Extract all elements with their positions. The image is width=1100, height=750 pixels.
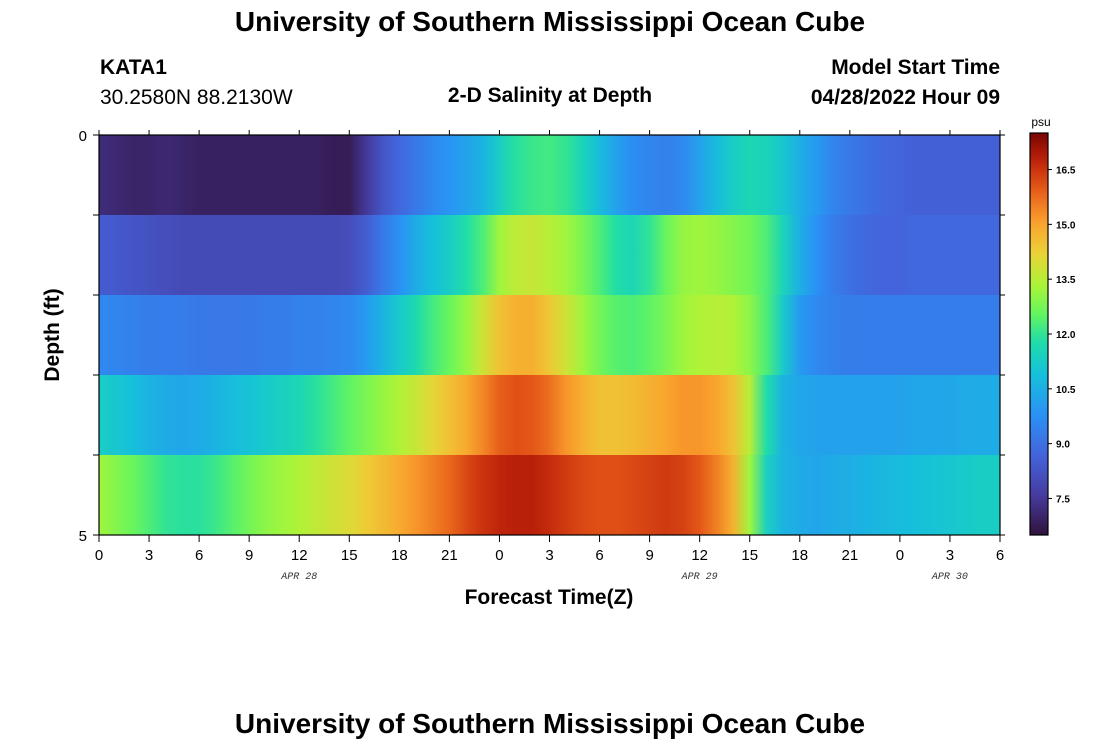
colorbar-tick-label: 13.5 [1056, 275, 1076, 286]
colorbar-tick-label: 7.5 [1056, 494, 1070, 505]
colorbar-tick-label: 12.0 [1056, 330, 1076, 341]
salinity-row-4 [99, 455, 1000, 535]
x-tick-label: 15 [341, 547, 358, 564]
x-tick-label: 18 [391, 547, 408, 564]
y-axis: 05 [79, 128, 1005, 545]
x-tick-label: 12 [691, 547, 708, 564]
x-tick-label: 15 [741, 547, 758, 564]
date-label: APR 28 [280, 572, 317, 583]
x-tick-label: 3 [145, 547, 153, 564]
page-title: University of Southern Mississippi Ocean… [234, 6, 866, 37]
station-name: KATA1 [100, 56, 167, 79]
x-tick-label: 18 [791, 547, 808, 564]
model-start-label: Model Start Time [831, 56, 1000, 79]
salinity-row-1 [99, 215, 1000, 296]
x-tick-label: 21 [441, 547, 458, 564]
x-tick-label: 6 [996, 547, 1004, 564]
model-start-value: 04/28/2022 Hour 09 [810, 86, 1000, 109]
x-tick-label: 3 [545, 547, 553, 564]
date-label: APR 29 [681, 572, 718, 583]
x-tick-label: 12 [291, 547, 308, 564]
x-tick-label: 0 [495, 547, 503, 564]
salinity-row-2 [99, 295, 1000, 376]
date-label: APR 30 [931, 572, 968, 583]
x-tick-label: 9 [645, 547, 653, 564]
y-tick-label: 0 [79, 128, 87, 145]
colorbar: psu 7.5 9.0 10.5 12.0 13.5 15.0 16.5 [1029, 115, 1076, 536]
x-tick-label: 0 [95, 547, 103, 564]
colorbar-tick-label: 15.0 [1056, 220, 1076, 231]
x-axis: 0 3 6 9 12 15 18 21 0 3 6 9 12 15 18 21 0 3 6 APR 28 APR 29 A… [95, 130, 1004, 583]
x-tick-label: 6 [195, 547, 203, 564]
y-tick-label: 5 [79, 528, 87, 545]
page-title-repeat: University of Southern Mississippi Ocean… [234, 708, 866, 739]
x-tick-label: 0 [896, 547, 904, 564]
x-tick-label: 3 [946, 547, 954, 564]
colorbar-units: psu [1031, 115, 1050, 129]
colorbar-tick-label: 10.5 [1056, 385, 1076, 396]
heatmap-cells [99, 135, 1000, 535]
x-axis-title: Forecast Time(Z) [465, 586, 634, 609]
station-coordinates: 30.2580N 88.2130W [100, 86, 293, 109]
chart-subtitle: 2-D Salinity at Depth [447, 84, 653, 107]
x-tick-label: 6 [595, 547, 603, 564]
salinity-row-0 [99, 135, 1000, 216]
colorbar-gradient [1029, 132, 1049, 536]
salinity-row-3 [99, 375, 1000, 456]
x-tick-label: 9 [245, 547, 253, 564]
colorbar-tick-label: 16.5 [1056, 166, 1076, 177]
colorbar-tick-label: 9.0 [1056, 440, 1070, 451]
x-tick-label: 21 [841, 547, 858, 564]
y-axis-title: Depth (ft) [41, 288, 64, 381]
